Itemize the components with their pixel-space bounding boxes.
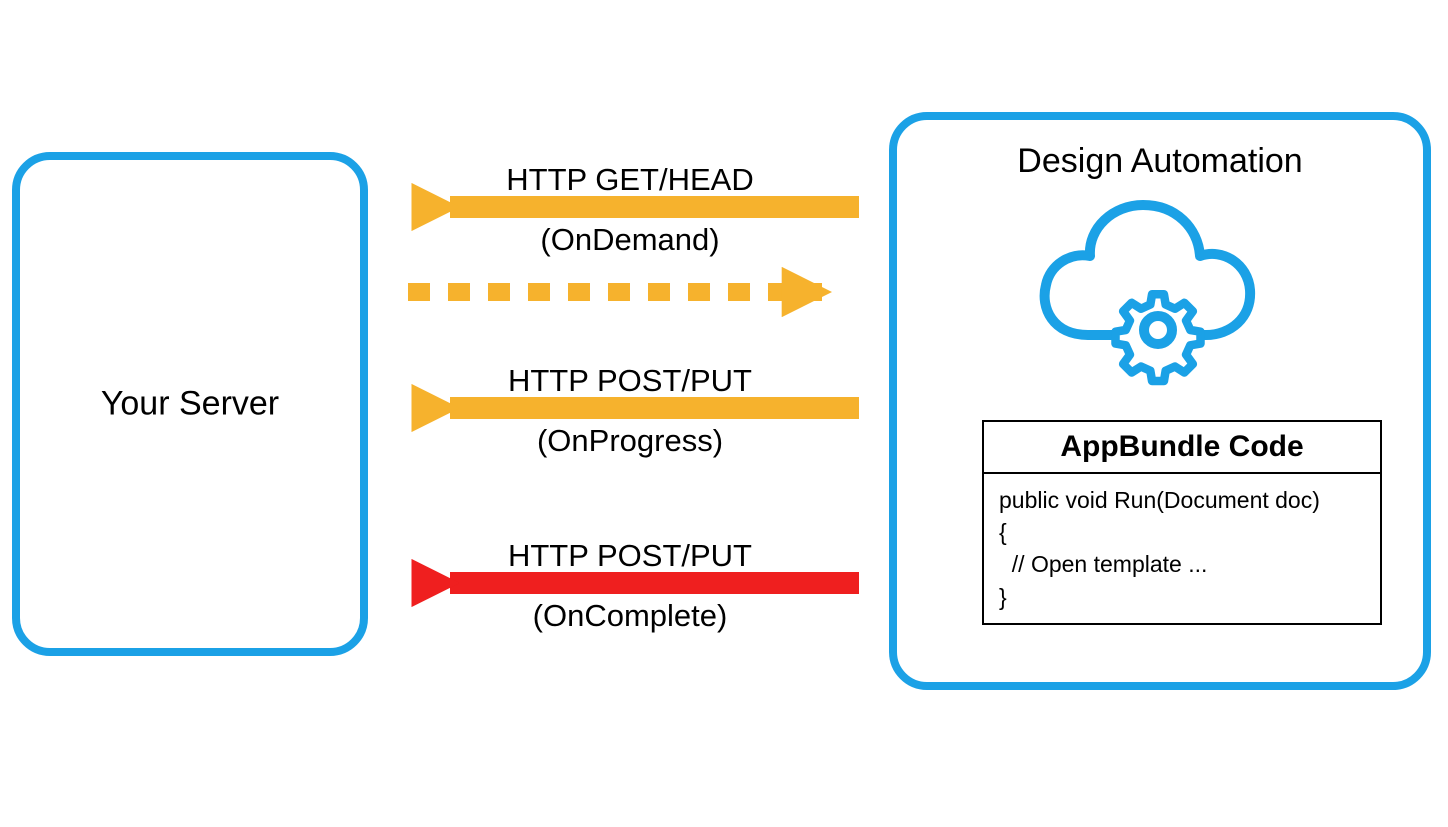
appbundle-code-box: AppBundle Code public void Run(Document … — [982, 420, 1382, 625]
arrow4-label-bottom: (OnComplete) — [410, 598, 850, 634]
arrow4-label-top: HTTP POST/PUT — [410, 538, 850, 574]
arrow3-label-top: HTTP POST/PUT — [410, 363, 850, 399]
cloud-gear-icon — [1028, 190, 1278, 400]
arrow1-label-top: HTTP GET/HEAD — [410, 162, 850, 198]
appbundle-code-header: AppBundle Code — [984, 422, 1380, 474]
arrow1-label-bottom: (OnDemand) — [410, 222, 850, 258]
appbundle-code-body: public void Run(Document doc) { // Open … — [984, 474, 1380, 623]
your-server-label: Your Server — [20, 385, 360, 424]
design-automation-title: Design Automation — [897, 120, 1423, 181]
arrow3-label-bottom: (OnProgress) — [410, 423, 850, 459]
your-server-box: Your Server — [12, 152, 368, 656]
